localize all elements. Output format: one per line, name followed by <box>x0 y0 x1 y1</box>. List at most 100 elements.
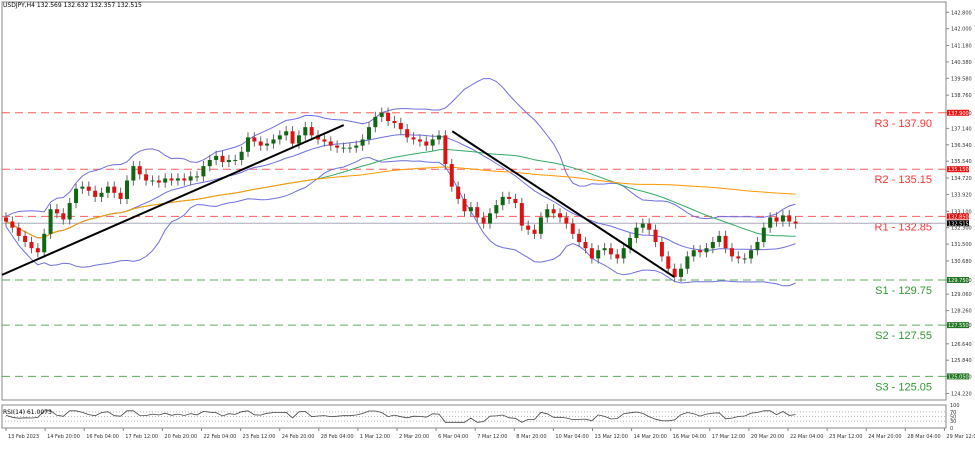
y-tick-label: 135.540 <box>951 159 972 165</box>
candle <box>137 166 142 175</box>
candle <box>685 256 690 269</box>
rsi-line <box>5 410 796 423</box>
candle <box>424 141 429 146</box>
candle <box>487 213 492 224</box>
candle <box>577 233 582 243</box>
x-tick-label: 14 Mar 20:00 <box>634 434 667 440</box>
candle <box>647 223 652 230</box>
candle <box>608 248 613 255</box>
trendline-1[interactable] <box>1 124 345 276</box>
candle <box>124 180 129 199</box>
x-tick-label: 13 Mar 12:00 <box>595 434 628 440</box>
x-tick-label: 16 Mar 04:00 <box>673 434 706 440</box>
candle <box>201 166 206 177</box>
level-price-badge: 127.550 <box>948 323 969 329</box>
candle <box>519 203 524 226</box>
candle <box>742 258 747 260</box>
x-tick-label: 28 Feb 04:00 <box>321 434 354 440</box>
bollinger-upper <box>5 78 796 220</box>
candle <box>653 229 658 243</box>
candle <box>462 198 467 212</box>
x-tick-label: 6 Mar 04:00 <box>438 434 468 440</box>
candle <box>761 227 766 243</box>
candle <box>787 215 792 222</box>
candle <box>500 196 505 206</box>
candle <box>723 235 728 249</box>
candle <box>443 135 448 165</box>
x-tick-label: 20 Mar 20:00 <box>751 434 784 440</box>
candle <box>284 131 289 136</box>
candle <box>373 116 378 128</box>
candle <box>93 190 98 197</box>
x-tick-label: 16 Feb 04:00 <box>86 434 119 440</box>
level-label-s3: S3 - 125.05 <box>875 381 932 393</box>
candle <box>558 213 563 218</box>
y-tick-label: 142.800 <box>951 10 972 16</box>
candle <box>86 186 91 191</box>
candle <box>405 129 410 138</box>
y-tick-label: 136.340 <box>951 143 972 149</box>
level-label-r1: R1 - 132.85 <box>875 221 932 233</box>
candle <box>679 268 684 277</box>
y-tick-label: 124.220 <box>951 391 972 397</box>
candle <box>417 139 422 142</box>
candle <box>54 209 59 214</box>
bollinger-lower <box>5 156 796 287</box>
candle <box>16 227 21 236</box>
candle <box>67 203 72 220</box>
candle <box>80 186 85 189</box>
rsi-level-label: 100 <box>950 403 960 409</box>
candle <box>710 242 715 249</box>
candle <box>360 139 365 146</box>
candle <box>615 254 620 259</box>
candle <box>163 178 168 183</box>
x-tick-label: 22 Mar 04:00 <box>790 434 823 440</box>
rsi-level-label: 70 <box>950 410 956 416</box>
candle <box>322 139 327 142</box>
candle <box>214 155 219 160</box>
candle <box>131 166 136 181</box>
candle <box>570 223 575 234</box>
x-tick-label: 24 Mar 20:00 <box>868 434 901 440</box>
y-tick-label: 142.000 <box>951 27 972 33</box>
candle <box>296 135 301 144</box>
x-tick-label: 17 Mar 12:00 <box>712 434 745 440</box>
candle <box>195 176 200 178</box>
candle <box>596 250 601 259</box>
level-price-badge: 129.750 <box>948 278 969 284</box>
candle <box>564 217 569 224</box>
candle <box>774 217 779 222</box>
candle <box>494 205 499 214</box>
candle <box>290 131 295 144</box>
candle <box>48 209 53 234</box>
candle <box>150 180 155 182</box>
candle <box>233 159 238 161</box>
candle <box>398 123 403 130</box>
x-tick-label: 14 Feb 20:00 <box>47 434 80 440</box>
candle <box>271 139 276 144</box>
x-tick-label: 20 Feb 20:00 <box>164 434 197 440</box>
candle <box>793 221 798 224</box>
y-tick-label: 126.640 <box>951 342 972 348</box>
y-tick-label: 141.180 <box>951 43 972 49</box>
candle <box>144 174 149 181</box>
candle <box>583 242 588 249</box>
candle <box>354 145 359 148</box>
rsi-level-label: 30 <box>950 419 956 425</box>
y-tick-label: 132.300 <box>951 226 972 232</box>
candle <box>239 151 244 160</box>
main-plot-frame <box>1 1 947 401</box>
x-tick-label: 8 Mar 20:00 <box>516 434 546 440</box>
candle <box>780 215 785 222</box>
x-tick-label: 23 Feb 12:00 <box>243 434 276 440</box>
candle <box>42 233 47 253</box>
candle <box>303 127 308 136</box>
candle <box>156 180 161 183</box>
rsi-level-label: 0 <box>950 426 953 432</box>
trendline-2[interactable] <box>451 130 675 278</box>
candle <box>220 155 225 163</box>
candle <box>698 250 703 253</box>
candle <box>691 250 696 257</box>
y-tick-label: 139.580 <box>951 76 972 82</box>
